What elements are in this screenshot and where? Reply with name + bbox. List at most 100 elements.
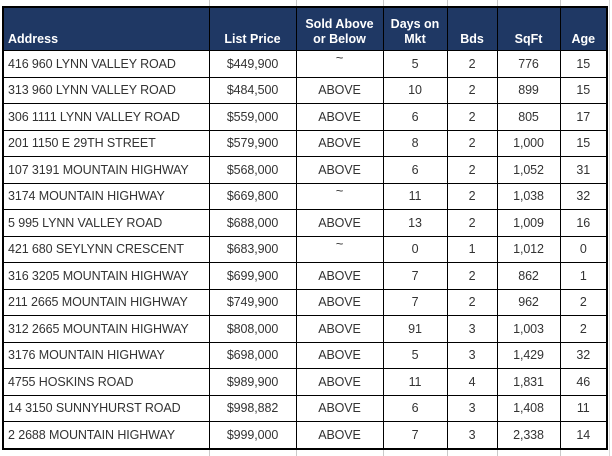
bds-cell: 4 bbox=[446, 368, 498, 396]
table-row: 416 960 LYNN VALLEY ROAD $449,900 ~5 2 776 15 bbox=[2, 50, 608, 78]
days-on-mkt-cell: 7 bbox=[382, 421, 448, 449]
days-on-mkt-cell: 5 bbox=[382, 50, 448, 78]
days-on-mkt-cell: 10 bbox=[382, 76, 448, 104]
age-cell: 0 bbox=[559, 235, 608, 263]
col-header-list-price: List Price bbox=[208, 6, 297, 51]
sold-above-below-cell: ABOVE bbox=[295, 288, 384, 316]
gridline-stub bbox=[497, 450, 498, 456]
bds-cell: 2 bbox=[446, 288, 498, 316]
bds-cell: 2 bbox=[446, 182, 498, 210]
sqft-cell: 1,408 bbox=[496, 394, 561, 422]
address-cell: 5 995 LYNN VALLEY ROAD bbox=[2, 209, 210, 237]
gridline-stub bbox=[209, 0, 210, 6]
age-cell: 11 bbox=[559, 394, 608, 422]
age-cell: 15 bbox=[559, 50, 608, 78]
sqft-cell: 1,012 bbox=[496, 235, 561, 263]
table-row: 211 2665 MOUNTAIN HIGHWAY $749,900 ABOVE 7 2… bbox=[2, 288, 608, 316]
age-cell: 46 bbox=[559, 368, 608, 396]
gridline-stub bbox=[447, 0, 448, 6]
gridline-stub bbox=[296, 0, 297, 6]
address-cell: 306 1111 LYNN VALLEY ROAD bbox=[2, 103, 210, 131]
age-cell: 2 bbox=[559, 315, 608, 343]
days-on-mkt-cell: 7 bbox=[382, 288, 448, 316]
sold-above-below-cell: ABOVE bbox=[295, 394, 384, 422]
days-on-mkt-cell: 13 bbox=[382, 209, 448, 237]
sqft-cell: 962 bbox=[496, 288, 561, 316]
days-on-mkt-cell: 5 bbox=[382, 341, 448, 369]
bds-cell: 3 bbox=[446, 341, 498, 369]
sqft-cell: 2,338 bbox=[496, 421, 561, 449]
list-price-cell: $449,900 bbox=[208, 50, 297, 78]
sqft-cell: 1,038 bbox=[496, 182, 561, 210]
header-row: Address List Price Sold Above or Below D… bbox=[2, 6, 608, 51]
sold-above-below-cell: ABOVE bbox=[295, 341, 384, 369]
address-cell: 312 2665 MOUNTAIN HIGHWAY bbox=[2, 315, 210, 343]
age-cell: 15 bbox=[559, 76, 608, 104]
list-price-cell: $579,900 bbox=[208, 129, 297, 157]
days-on-mkt-cell: 6 bbox=[382, 103, 448, 131]
list-price-cell: $688,000 bbox=[208, 209, 297, 237]
address-cell: 201 1150 E 29TH STREET bbox=[2, 129, 210, 157]
list-price-cell: $484,500 bbox=[208, 76, 297, 104]
table-row: 306 1111 LYNN VALLEY ROAD $559,000 ABOVE 6 2… bbox=[2, 103, 608, 131]
bds-cell: 3 bbox=[446, 421, 498, 449]
sold-above-below-cell: ABOVE bbox=[295, 315, 384, 343]
address-cell: 313 960 LYNN VALLEY ROAD bbox=[2, 76, 210, 104]
sqft-cell: 1,000 bbox=[496, 129, 561, 157]
bds-cell: 2 bbox=[446, 103, 498, 131]
list-price-cell: $559,000 bbox=[208, 103, 297, 131]
gridline-stub bbox=[296, 450, 297, 456]
age-cell: 14 bbox=[559, 421, 608, 449]
table-row: 312 2665 MOUNTAIN HIGHWAY $808,000 ABOVE 91… bbox=[2, 315, 608, 343]
address-cell: 211 2665 MOUNTAIN HIGHWAY bbox=[2, 288, 210, 316]
bds-cell: 3 bbox=[446, 394, 498, 422]
sqft-cell: 862 bbox=[496, 262, 561, 290]
age-cell: 31 bbox=[559, 156, 608, 184]
table-row: 2 2688 MOUNTAIN HIGHWAY $999,000 ABOVE 7 3 2,… bbox=[2, 421, 608, 449]
age-cell: 16 bbox=[559, 209, 608, 237]
col-header-address: Address bbox=[2, 6, 210, 51]
list-price-cell: $989,900 bbox=[208, 368, 297, 396]
sold-above-below-cell: ABOVE bbox=[295, 421, 384, 449]
table-row: 421 680 SEYLYNN CRESCENT $683,900 ~0 1 1,012… bbox=[2, 235, 608, 263]
col-header-sqft: SqFt bbox=[496, 6, 561, 51]
list-price-cell: $999,000 bbox=[208, 421, 297, 449]
address-cell: 107 3191 MOUNTAIN HIGHWAY bbox=[2, 156, 210, 184]
sold-above-below-cell: ABOVE bbox=[295, 262, 384, 290]
listings-table-container: Address List Price Sold Above or Below D… bbox=[2, 6, 608, 450]
gridline-stub bbox=[447, 450, 448, 456]
gridline-stub bbox=[609, 0, 610, 456]
sqft-cell: 1,429 bbox=[496, 341, 561, 369]
list-price-cell: $669,800 bbox=[208, 182, 297, 210]
gridline-stub bbox=[209, 450, 210, 456]
bds-cell: 1 bbox=[446, 235, 498, 263]
sqft-cell: 805 bbox=[496, 103, 561, 131]
age-cell: 1 bbox=[559, 262, 608, 290]
address-cell: 2 2688 MOUNTAIN HIGHWAY bbox=[2, 421, 210, 449]
sqft-cell: 1,009 bbox=[496, 209, 561, 237]
age-cell: 17 bbox=[559, 103, 608, 131]
sqft-cell: 899 bbox=[496, 76, 561, 104]
col-header-days-on-mkt: Days on Mkt bbox=[382, 6, 448, 51]
sold-above-below-cell: ABOVE bbox=[295, 368, 384, 396]
list-price-cell: $998,882 bbox=[208, 394, 297, 422]
sqft-cell: 1,052 bbox=[496, 156, 561, 184]
sold-above-below-cell: ABOVE bbox=[295, 103, 384, 131]
table-row: 316 3205 MOUNTAIN HIGHWAY $699,900 ABOVE 7 2… bbox=[2, 262, 608, 290]
address-cell: 4755 HOSKINS ROAD bbox=[2, 368, 210, 396]
bds-cell: 2 bbox=[446, 156, 498, 184]
col-header-bds: Bds bbox=[446, 6, 498, 51]
table-row: 4755 HOSKINS ROAD $989,900 ABOVE 11 4 1,831 46 bbox=[2, 368, 608, 396]
age-cell: 32 bbox=[559, 182, 608, 210]
table-row: 5 995 LYNN VALLEY ROAD $688,000 ABOVE 13 2 1,… bbox=[2, 209, 608, 237]
age-cell: 32 bbox=[559, 341, 608, 369]
days-on-mkt-cell: 11 bbox=[382, 368, 448, 396]
days-on-mkt-cell: 91 bbox=[382, 315, 448, 343]
col-header-age: Age bbox=[559, 6, 608, 51]
table-row: 201 1150 E 29TH STREET $579,900 ABOVE 8 2 1,0… bbox=[2, 129, 608, 157]
col-header-sold-above-below: Sold Above or Below bbox=[295, 6, 384, 51]
table-row: 313 960 LYNN VALLEY ROAD $484,500 ABOVE 10 2… bbox=[2, 76, 608, 104]
table-row: 14 3150 SUNNYHURST ROAD $998,882 ABOVE 6 3 1,… bbox=[2, 394, 608, 422]
gridline-stub bbox=[560, 0, 561, 6]
gridline-stub bbox=[497, 0, 498, 6]
